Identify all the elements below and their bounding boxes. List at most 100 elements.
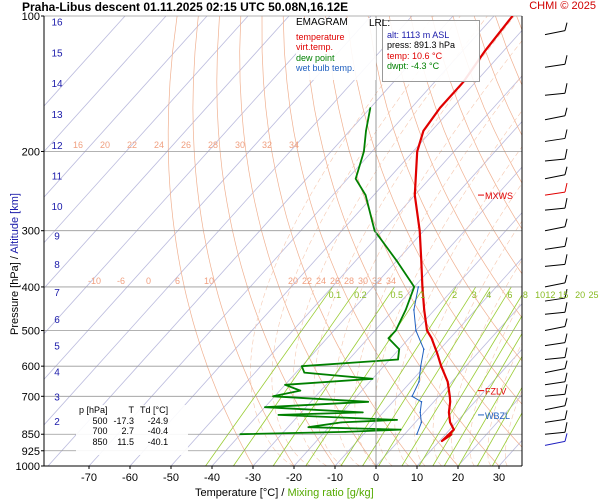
- series-point: [340, 421, 343, 424]
- table-header-cell: Td [°C]: [140, 405, 169, 415]
- wind-barb-flag: [564, 148, 568, 160]
- adiabat-label: 0: [146, 276, 151, 286]
- mixing-ratio-label: 25: [588, 290, 598, 300]
- copyright-text: CHMI © 2025: [529, 0, 596, 12]
- mixing-ratio-label: 8: [523, 290, 528, 300]
- adiabat-label: 30: [358, 276, 368, 286]
- x-tick-label: 0: [373, 472, 379, 484]
- altitude-tick-label: 5: [54, 342, 60, 353]
- series-point: [354, 178, 357, 180]
- adiabat-label: 22: [302, 276, 312, 286]
- series-point: [395, 260, 398, 262]
- altitude-tick-label: 15: [51, 48, 63, 59]
- isotherm-line: [252, 166, 522, 466]
- dry-adiabat-line: [388, 16, 522, 319]
- adiabat-label: 20: [288, 276, 298, 286]
- moist-adiabat-line: [354, 75, 522, 466]
- wind-barb-flag: [564, 397, 568, 406]
- altitude-tick-label: 11: [52, 172, 63, 183]
- mixing-ratio-label: 0.1: [329, 290, 342, 300]
- wind-barb-flag: [564, 83, 568, 94]
- wind-barb-flag: [564, 422, 568, 433]
- series-point: [411, 395, 413, 398]
- altitude-tick-label: 12: [51, 141, 63, 152]
- wind-barb-flag: [564, 333, 568, 343]
- series-point: [419, 365, 422, 368]
- lrl-title: LRL:: [369, 18, 391, 29]
- lrl-info-box: LRL: alt: 1113 m ASL press: 891.3 hPa te…: [369, 18, 480, 82]
- wind-barb-staff: [544, 342, 566, 347]
- table-row: 500 -17.3 -24.9: [76, 416, 171, 427]
- wind-barb-staff: [544, 381, 566, 386]
- wind-barb-staff: [544, 92, 566, 96]
- wind-barb-flag: [564, 360, 568, 369]
- mixing-ratio-label: 0.5: [391, 290, 404, 300]
- altitude-tick-label: 14: [51, 79, 63, 90]
- adiabat-label: -6: [117, 276, 125, 286]
- mixing-ratio-label: 2: [452, 290, 457, 300]
- dry-adiabat-line: [431, 16, 522, 230]
- series-point: [404, 309, 407, 311]
- series-point: [365, 130, 367, 132]
- series-point: [441, 440, 443, 442]
- legend: EMAGRAM temperature virt.temp. dew point…: [296, 17, 376, 80]
- wind-barb-staff: [544, 158, 566, 162]
- isotherm-line: [44, 16, 290, 289]
- isotherm-line: [211, 120, 522, 466]
- wind-barb-flag: [564, 318, 568, 327]
- wind-barb-flag: [564, 254, 568, 265]
- y-tick-label: 925: [22, 446, 40, 458]
- series-point: [421, 286, 424, 288]
- adiabat-label: 22: [127, 140, 137, 150]
- y-axis-label-altitude: Altitude [km]: [9, 193, 21, 254]
- table-cell: 11.5: [117, 436, 135, 447]
- level-marker-label: WBZL: [485, 411, 510, 421]
- wind-barb-staff: [544, 226, 566, 232]
- mixing-ratio-label: 10: [535, 290, 545, 300]
- series-point: [264, 406, 266, 409]
- altitude-tick-label: 7: [54, 288, 60, 299]
- series-point: [397, 358, 399, 361]
- wind-barb-staff: [544, 431, 566, 435]
- series-point: [446, 381, 449, 383]
- wind-barb-flag: [564, 182, 568, 193]
- isotherm-line: [44, 16, 372, 380]
- lrl-altitude: alt: 1113 m ASL: [387, 29, 450, 40]
- adiabat-label: 34: [386, 276, 396, 286]
- wind-barb-staff: [544, 405, 566, 411]
- x-tick-label: -40: [204, 472, 220, 484]
- series-point: [307, 426, 310, 429]
- adiabat-label: 32: [262, 140, 272, 150]
- mixing-ratio-line: [458, 355, 522, 466]
- wind-barb-flag: [564, 372, 568, 382]
- mixing-ratio-line: [378, 286, 491, 466]
- wind-barb-flag: [564, 107, 568, 116]
- mixing-ratio-line: [340, 286, 457, 466]
- moist-adiabat-line: [334, 40, 522, 466]
- isotherm-lines: [44, 16, 522, 466]
- adiabat-label: 10: [204, 276, 214, 286]
- x-tick-label: 30: [493, 472, 505, 484]
- series-point: [364, 194, 367, 196]
- table-cell: 700: [92, 426, 108, 436]
- series-point: [426, 329, 428, 332]
- series-point: [418, 381, 420, 383]
- wind-barb-flag: [564, 433, 568, 442]
- wind-barb-staff: [544, 311, 566, 315]
- x-tick-label: -20: [286, 472, 302, 484]
- adiabat-label: 26: [181, 140, 191, 150]
- x-axis-label-separator: /: [281, 487, 285, 499]
- series-point: [430, 337, 433, 340]
- wind-barb-staff: [544, 297, 566, 302]
- series-point: [373, 229, 376, 232]
- series-point: [418, 229, 421, 232]
- sounding-series: [239, 16, 514, 443]
- adiabat-label: 6: [175, 276, 180, 286]
- mixing-ratio-line: [418, 294, 522, 466]
- legend-item-dew-point: dew point: [296, 52, 335, 63]
- mixing-ratio-label: 15: [558, 290, 568, 300]
- isotherm-line: [293, 212, 522, 466]
- wind-barb-staff: [544, 174, 566, 180]
- series-point: [420, 401, 423, 403]
